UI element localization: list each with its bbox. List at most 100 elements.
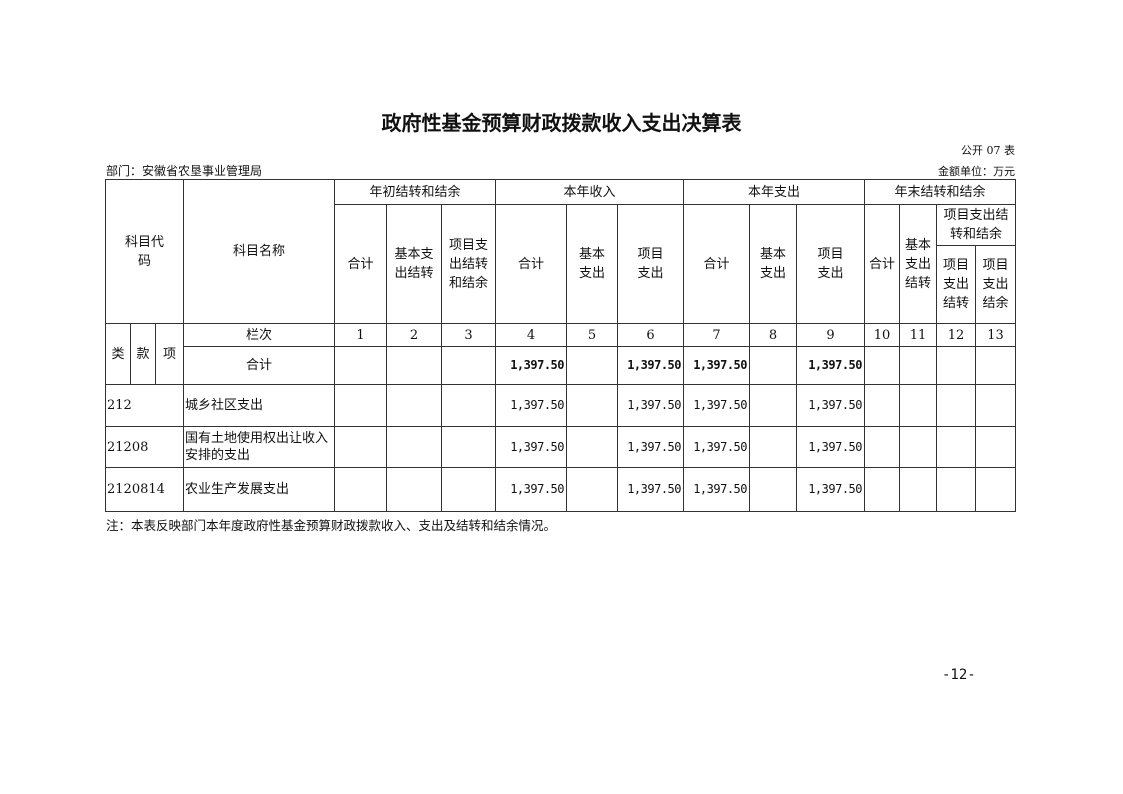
total-value: 1,397.50 — [683, 346, 750, 385]
row-value — [749, 384, 797, 427]
header-cell: 合计 — [864, 204, 900, 324]
row-value — [936, 426, 976, 468]
row-value: 1,397.50 — [683, 384, 750, 427]
total-value — [749, 346, 797, 385]
total-value: 1,397.50 — [495, 346, 567, 385]
row-value: 1,397.50 — [495, 426, 567, 468]
col-number: 12 — [936, 323, 976, 347]
row-value — [975, 384, 1016, 427]
row-value — [441, 426, 496, 468]
row-value — [749, 426, 797, 468]
row-value — [334, 467, 387, 512]
header-cell: 合计 — [495, 204, 567, 324]
row-value — [566, 384, 618, 427]
page-number: -12- — [942, 667, 976, 683]
row-value: 1,397.50 — [796, 384, 865, 427]
row-value — [441, 467, 496, 512]
row-value — [899, 467, 937, 512]
col-number: 4 — [495, 323, 567, 347]
header-cell: 基本支出 — [749, 204, 797, 324]
header-cell: 合计 — [334, 204, 387, 324]
col-number: 2 — [386, 323, 442, 347]
row-value: 1,397.50 — [796, 426, 865, 468]
row-value — [386, 384, 442, 427]
header-kuan: 款 — [130, 323, 156, 385]
row-value — [566, 426, 618, 468]
header-name: 科目名称 — [183, 179, 335, 324]
row-value — [899, 426, 937, 468]
row-name: 农业生产发展支出 — [183, 467, 335, 512]
row-code: 2120814 — [105, 467, 184, 512]
row-value — [864, 467, 900, 512]
header-cell: 项目支出结转 — [936, 245, 976, 324]
page-title: 政府性基金预算财政拨款收入支出决算表 — [381, 111, 742, 135]
row-value — [864, 384, 900, 427]
budget-table: 科目代码 科目名称 年初结转和结余 本年收入 本年支出 年末结转和结余 合计 基… — [105, 179, 1016, 512]
total-value — [936, 346, 976, 385]
row-value — [334, 384, 387, 427]
col-number: 9 — [796, 323, 865, 347]
row-value: 1,397.50 — [796, 467, 865, 512]
col-number: 1 — [334, 323, 387, 347]
col-number: 13 — [975, 323, 1016, 347]
table-row: 21208 国有土地使用权出让收入安排的支出 1,397.50 1,397.50… — [105, 426, 1016, 468]
table-row: 2120814 农业生产发展支出 1,397.50 1,397.50 1,397… — [105, 467, 1016, 512]
header-cell: 项目支出结余 — [975, 245, 1016, 324]
total-value — [899, 346, 937, 385]
total-value — [334, 346, 387, 385]
header-group: 年末结转和结余 — [864, 179, 1016, 205]
total-row: 合计 1,397.50 1,397.50 1,397.50 1,397.50 — [106, 346, 1016, 385]
row-value — [975, 426, 1016, 468]
row-code: 212 — [105, 384, 184, 427]
col-number: 10 — [864, 323, 900, 347]
header-group: 本年收入 — [495, 179, 684, 205]
form-number: 公开 07 表 — [961, 144, 1015, 157]
total-value — [864, 346, 900, 385]
header-cell: 合计 — [683, 204, 750, 324]
total-value — [386, 346, 442, 385]
row-value — [566, 467, 618, 512]
row-value — [334, 426, 387, 468]
row-value — [936, 467, 976, 512]
row-value: 1,397.50 — [683, 467, 750, 512]
header-lei: 类 — [105, 323, 131, 385]
row-value — [899, 384, 937, 427]
header-cell: 项目支出 — [796, 204, 865, 324]
total-value — [566, 346, 618, 385]
total-value — [975, 346, 1016, 385]
row-value: 1,397.50 — [495, 384, 567, 427]
table-row: 212 城乡社区支出 1,397.50 1,397.50 1,397.50 1,… — [105, 384, 1016, 427]
row-value: 1,397.50 — [495, 467, 567, 512]
header-lanci: 栏次 — [183, 323, 335, 347]
header-group: 本年支出 — [683, 179, 865, 205]
row-value — [386, 426, 442, 468]
row-value — [749, 467, 797, 512]
row-value: 1,397.50 — [617, 426, 684, 468]
department: 部门：安徽省农垦事业管理局 — [106, 164, 263, 178]
row-value: 1,397.50 — [683, 426, 750, 468]
header-cell: 基本支出 — [566, 204, 618, 324]
total-label: 合计 — [183, 346, 335, 385]
amount-unit: 金额单位：万元 — [938, 165, 1015, 178]
col-number: 7 — [683, 323, 750, 347]
row-name: 国有土地使用权出让收入安排的支出 — [183, 426, 335, 468]
row-value: 1,397.50 — [617, 467, 684, 512]
header-cell: 基本支出结转 — [386, 204, 442, 324]
header-group: 年初结转和结余 — [334, 179, 496, 205]
row-value: 1,397.50 — [617, 384, 684, 427]
header-cell: 项目支出 — [617, 204, 684, 324]
col-number: 6 — [617, 323, 684, 347]
header-cell: 项目支出结转和结余 — [441, 204, 496, 324]
row-value — [441, 384, 496, 427]
footnote: 注：本表反映部门本年度政府性基金预算财政拨款收入、支出及结转和结余情况。 — [106, 518, 557, 533]
header-cell: 项目支出结转和结余 — [936, 204, 1016, 246]
row-value — [975, 467, 1016, 512]
header-code: 科目代码 — [105, 179, 184, 324]
row-code: 21208 — [105, 426, 184, 468]
row-value — [864, 426, 900, 468]
total-value: 1,397.50 — [796, 346, 865, 385]
col-number: 5 — [566, 323, 618, 347]
row-value — [386, 467, 442, 512]
col-number: 3 — [441, 323, 496, 347]
